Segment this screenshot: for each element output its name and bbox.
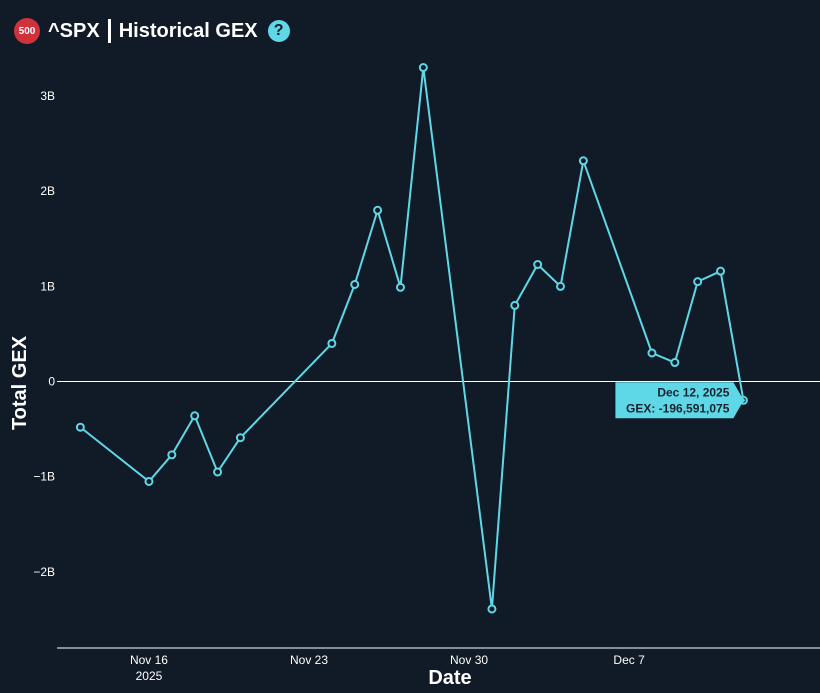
sp500-badge-icon: 500	[14, 18, 40, 44]
y-tick-label: 0	[48, 375, 55, 389]
page-title: Historical GEX	[118, 19, 258, 42]
data-point	[716, 266, 726, 276]
x-tick-sublabel: 2025	[136, 669, 163, 683]
help-icon[interactable]: ?	[267, 20, 290, 42]
series-line	[79, 66, 745, 610]
x-axis-title: Date	[428, 667, 471, 689]
tooltip-box	[615, 382, 746, 419]
data-point	[144, 476, 154, 486]
tooltip-date: Dec 12, 2025	[657, 385, 729, 399]
data-point	[533, 260, 543, 269]
data-point	[556, 281, 565, 291]
data-point	[235, 433, 245, 443]
data-point	[487, 604, 497, 614]
x-tick-label: Dec 7	[613, 653, 645, 667]
data-point	[578, 156, 588, 166]
y-axis-title: Total GEX	[9, 335, 31, 430]
data-point	[647, 348, 657, 358]
data-point	[418, 63, 428, 73]
data-point	[373, 205, 383, 215]
x-tick-label: Nov 30	[450, 653, 488, 667]
chart-header: 500 ^SPX Historical GEX ?	[14, 16, 290, 46]
data-point	[190, 411, 200, 421]
data-point	[510, 300, 520, 310]
data-point	[327, 338, 337, 348]
y-tick-label: −2B	[33, 565, 55, 579]
data-point	[693, 277, 703, 287]
y-tick-label: −1B	[33, 470, 55, 484]
x-tick-label: Nov 16	[130, 653, 168, 667]
y-tick-label: 2B	[40, 184, 55, 198]
data-point	[167, 450, 177, 460]
y-tick-label: 1B	[40, 279, 55, 293]
x-tick-label: Nov 23	[290, 653, 328, 667]
tooltip-value: GEX: -196,591,075	[626, 401, 730, 415]
data-point	[395, 282, 405, 292]
title-divider	[107, 19, 111, 43]
data-point	[75, 422, 85, 432]
y-tick-label: 3B	[40, 89, 55, 103]
data-point	[670, 358, 680, 368]
data-point	[350, 279, 360, 289]
ticker-symbol: ^SPX	[48, 19, 100, 42]
data-point	[213, 467, 223, 477]
